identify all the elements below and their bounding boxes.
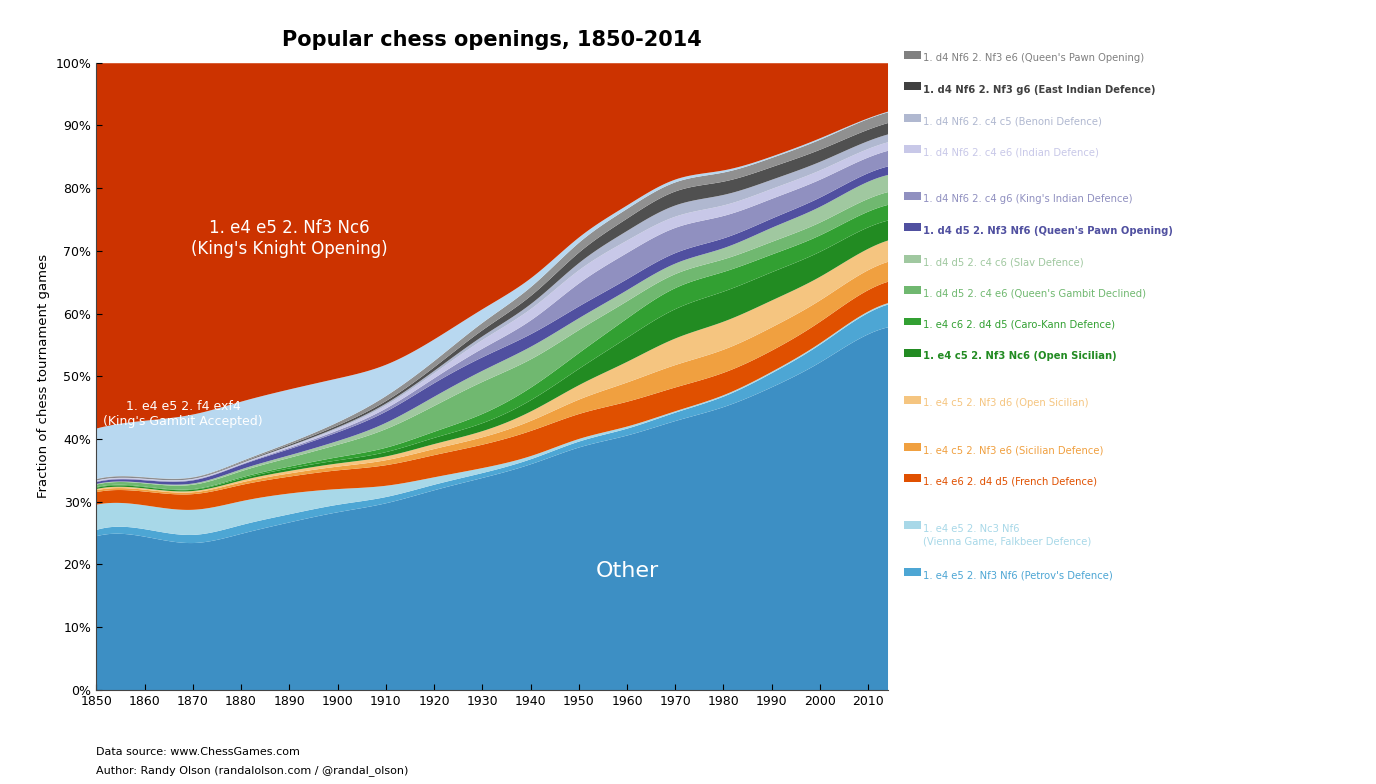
Text: Other: Other	[596, 561, 659, 581]
Text: 1. e4 e5 2. f4 exf4
(King's Gambit Accepted): 1. e4 e5 2. f4 exf4 (King's Gambit Accep…	[103, 400, 263, 428]
Text: 1. d4 Nf6 2. c4 g6 (King's Indian Defence): 1. d4 Nf6 2. c4 g6 (King's Indian Defenc…	[923, 194, 1132, 205]
Text: 1. e4 c5 2. Nf3 d6 (Open Sicilian): 1. e4 c5 2. Nf3 d6 (Open Sicilian)	[923, 398, 1088, 408]
Text: 1. d4 d5 2. c4 c6 (Slav Defence): 1. d4 d5 2. c4 c6 (Slav Defence)	[923, 257, 1084, 267]
Text: 1. d4 Nf6 2. c4 c5 (Benoni Defence): 1. d4 Nf6 2. c4 c5 (Benoni Defence)	[923, 116, 1102, 126]
Text: 1. e4 e5 2. Nc3 Nf6
(Vienna Game, Falkbeer Defence): 1. e4 e5 2. Nc3 Nf6 (Vienna Game, Falkbe…	[923, 524, 1091, 546]
Text: Data source: www.ChessGames.com: Data source: www.ChessGames.com	[96, 746, 300, 757]
Text: 1. e4 e5 2. Nf3 Nf6 (Petrov's Defence): 1. e4 e5 2. Nf3 Nf6 (Petrov's Defence)	[923, 571, 1113, 581]
Text: 1. e4 c5 2. Nf3 e6 (Sicilian Defence): 1. e4 c5 2. Nf3 e6 (Sicilian Defence)	[923, 445, 1104, 456]
Text: 1. d4 Nf6 2. c4 e6 (Indian Defence): 1. d4 Nf6 2. c4 e6 (Indian Defence)	[923, 147, 1099, 158]
Text: Author: Randy Olson (randalolson.com / @randal_olson): Author: Randy Olson (randalolson.com / @…	[96, 765, 409, 776]
Text: 1. e4 c5 2. Nf3 Nc6 (Open Sicilian): 1. e4 c5 2. Nf3 Nc6 (Open Sicilian)	[923, 351, 1117, 361]
Text: 1. e4 e5 2. Nf3 Nc6
(King's Knight Opening): 1. e4 e5 2. Nf3 Nc6 (King's Knight Openi…	[191, 219, 388, 258]
Text: 1. d4 Nf6 2. Nf3 e6 (Queen's Pawn Opening): 1. d4 Nf6 2. Nf3 e6 (Queen's Pawn Openin…	[923, 53, 1145, 64]
Text: 1. e4 c6 2. d4 d5 (Caro-Kann Defence): 1. e4 c6 2. d4 d5 (Caro-Kann Defence)	[923, 320, 1116, 330]
Y-axis label: Fraction of chess tournament games: Fraction of chess tournament games	[37, 254, 50, 499]
Title: Popular chess openings, 1850-2014: Popular chess openings, 1850-2014	[282, 30, 702, 50]
Text: 1. d4 d5 2. c4 e6 (Queen's Gambit Declined): 1. d4 d5 2. c4 e6 (Queen's Gambit Declin…	[923, 289, 1146, 299]
Text: 1. e4 e6 2. d4 d5 (French Defence): 1. e4 e6 2. d4 d5 (French Defence)	[923, 477, 1097, 487]
Text: 1. d4 Nf6 2. Nf3 g6 (East Indian Defence): 1. d4 Nf6 2. Nf3 g6 (East Indian Defence…	[923, 85, 1156, 95]
Text: 1. d4 d5 2. Nf3 Nf6 (Queen's Pawn Opening): 1. d4 d5 2. Nf3 Nf6 (Queen's Pawn Openin…	[923, 226, 1174, 236]
